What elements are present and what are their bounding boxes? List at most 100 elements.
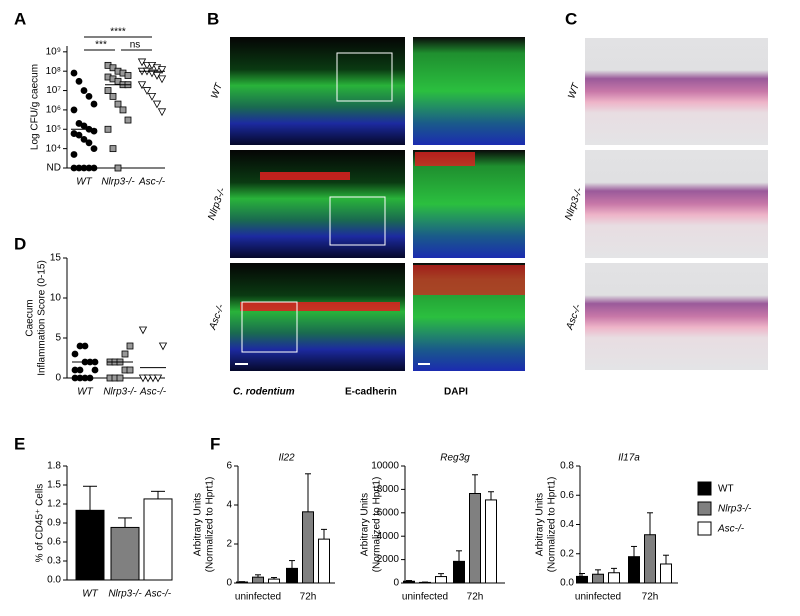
y-tick-label: 0 — [226, 578, 232, 589]
dot — [126, 366, 134, 374]
bacteria — [413, 265, 525, 295]
bar — [644, 534, 656, 584]
x-tick-label: WT — [76, 177, 92, 188]
micrograph — [585, 38, 768, 145]
dot — [109, 145, 117, 153]
bacteria — [415, 152, 475, 166]
y-axis-label: (Normalized to Hprt1) — [547, 477, 558, 573]
y-tick-label: 5 — [55, 333, 61, 344]
bacteria — [240, 302, 400, 311]
dot — [157, 108, 167, 117]
bar — [592, 573, 604, 584]
chart-title: Il17a — [618, 453, 640, 464]
chart-title: Reg3g — [440, 453, 470, 464]
bar — [628, 556, 640, 584]
bar — [318, 538, 330, 584]
y-axis-label: Log CFU/g caecum — [30, 64, 41, 150]
y-tick-label: 0 — [55, 373, 61, 384]
y-tick-label: 1.2 — [47, 499, 61, 510]
dot — [91, 366, 99, 374]
y-tick-label: 0.6 — [47, 537, 61, 548]
x-tick-label: 72h — [642, 592, 659, 603]
y-axis-label: % of CD45⁺ Cells — [35, 484, 46, 563]
row-label: Nlrp3-/- — [563, 186, 585, 222]
y-axis-label: Inflammation Score (0-15) — [37, 260, 48, 376]
micrograph — [585, 150, 768, 258]
y-tick-label: 2 — [226, 539, 232, 550]
bar — [286, 567, 298, 584]
dot — [71, 350, 79, 358]
dot — [86, 374, 94, 382]
row-label: Asc-/- — [207, 302, 227, 332]
dot — [104, 87, 112, 94]
x-tick-label: WT — [77, 387, 93, 398]
y-tick-label: 10⁴ — [46, 143, 61, 154]
y-axis-label: Caecum — [25, 299, 36, 336]
dot — [114, 100, 122, 108]
dot — [81, 342, 89, 350]
y-tick-label: 0.8 — [560, 461, 574, 472]
dot — [137, 81, 147, 90]
dot — [142, 61, 152, 70]
dot — [157, 75, 167, 84]
micrograph — [230, 263, 405, 371]
dot — [148, 374, 158, 383]
y-tick-label: 0.3 — [47, 556, 61, 567]
caption: DAPI — [444, 387, 468, 398]
legend-label: WT — [718, 484, 734, 495]
dot — [157, 66, 167, 75]
y-tick-label: 10⁶ — [46, 105, 61, 116]
dot — [126, 342, 134, 350]
dot — [116, 374, 124, 382]
y-tick-label: 8000 — [377, 484, 400, 495]
legend-swatch — [697, 481, 712, 496]
caption: E-cadherin — [345, 387, 397, 398]
y-tick-label: 1.5 — [47, 480, 61, 491]
y-tick-label: 10⁷ — [46, 85, 61, 96]
dot — [153, 374, 163, 383]
x-tick-label: uninfected — [402, 592, 448, 603]
dot — [124, 116, 132, 124]
bar — [302, 511, 314, 584]
dot — [70, 151, 78, 158]
dot — [85, 139, 93, 147]
x-tick-label: Nlrp3-/- — [103, 387, 137, 398]
panel-letter: F — [210, 434, 220, 453]
y-axis-label: (Normalized to Hprt1) — [205, 477, 216, 573]
y-tick-label: 10⁵ — [46, 124, 61, 135]
dot — [80, 87, 88, 94]
zoom-box — [336, 52, 393, 102]
y-tick-label: 0.0 — [47, 575, 61, 586]
x-tick-label: Asc-/- — [144, 589, 172, 600]
y-axis-label: (Normalized to Hprt1) — [372, 477, 383, 573]
bar — [576, 575, 588, 584]
row-label: Asc-/- — [564, 302, 584, 332]
y-tick-label: 0.6 — [560, 490, 574, 501]
dot — [121, 350, 129, 358]
bar — [110, 526, 140, 581]
panel-letter: D — [14, 234, 26, 253]
dot — [109, 64, 117, 72]
dot — [143, 374, 153, 383]
y-tick-label: 1.8 — [47, 461, 61, 472]
y-tick-label: 10⁸ — [46, 66, 61, 77]
micrograph — [585, 263, 768, 370]
panel-letter: C — [565, 9, 577, 28]
panel-letter: A — [14, 9, 26, 28]
legend-swatch — [697, 501, 712, 516]
bar — [236, 581, 248, 584]
dot — [75, 131, 83, 139]
legend-label: Nlrp3-/- — [718, 504, 752, 515]
dot — [109, 92, 117, 100]
dot — [114, 164, 122, 172]
y-tick-label: 0.0 — [560, 578, 574, 589]
y-tick-label: 15 — [50, 253, 62, 264]
x-tick-label: Asc-/- — [138, 177, 166, 188]
x-tick-label: WT — [82, 589, 98, 600]
y-axis-label: Arbitrary Units — [360, 493, 371, 556]
micrograph — [230, 150, 405, 258]
y-tick-label: 6 — [226, 461, 232, 472]
bar — [435, 576, 447, 584]
bar — [660, 563, 672, 584]
y-tick-label: 0.9 — [47, 518, 61, 529]
